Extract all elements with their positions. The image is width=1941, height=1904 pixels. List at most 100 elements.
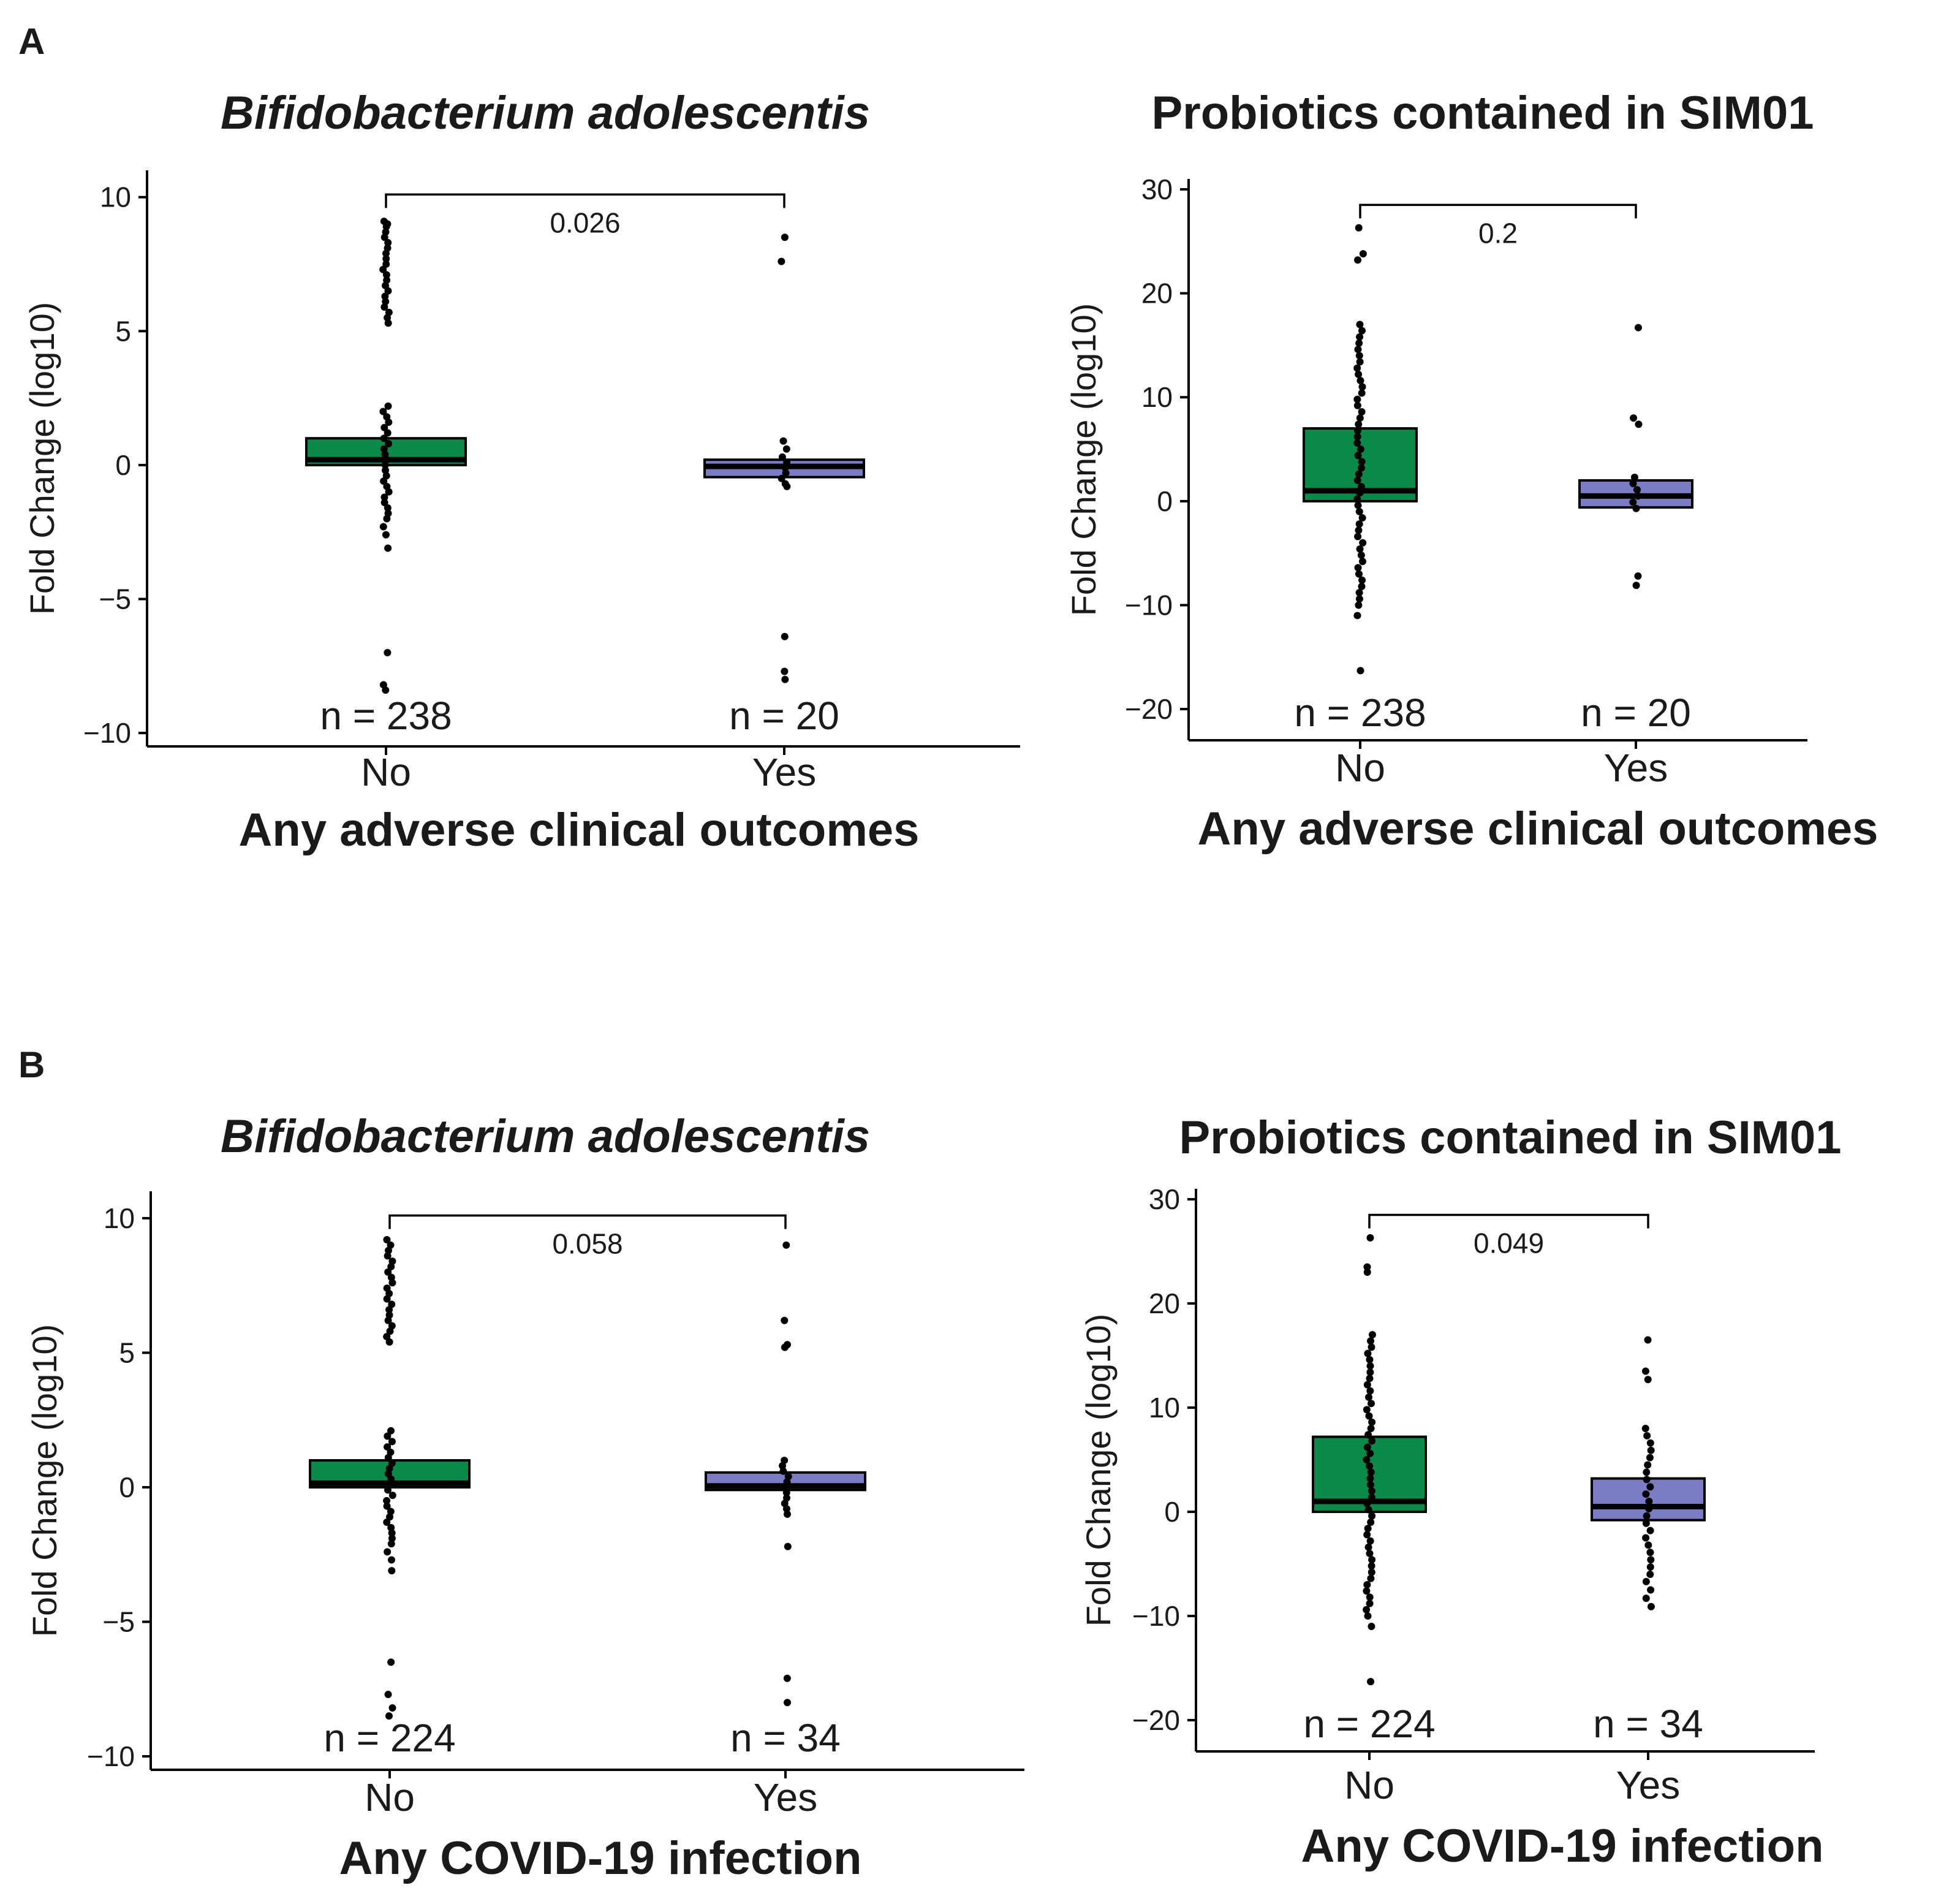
data-point	[1363, 1531, 1371, 1539]
data-point	[1366, 1537, 1374, 1545]
data-point	[386, 1327, 394, 1335]
data-point	[784, 1510, 792, 1518]
y-tick-label: 10	[100, 181, 131, 213]
data-point	[1358, 582, 1366, 590]
data-point	[1643, 1476, 1651, 1484]
data-point	[385, 1306, 393, 1314]
data-point	[1368, 1568, 1375, 1576]
x-category-label: No	[1335, 746, 1385, 790]
data-point	[388, 1492, 396, 1500]
p-value-label: 0.026	[550, 207, 620, 238]
data-point	[1368, 1556, 1376, 1564]
data-point	[1354, 452, 1362, 460]
data-point	[1357, 552, 1365, 559]
data-point	[1366, 1593, 1374, 1601]
data-point	[1355, 370, 1363, 378]
data-point	[385, 488, 393, 496]
y-tick-label: 30	[1141, 173, 1173, 205]
data-point	[387, 1540, 395, 1548]
data-point	[1363, 1606, 1371, 1614]
data-point	[1353, 612, 1361, 620]
data-point	[1646, 1527, 1654, 1534]
data-point	[1353, 395, 1361, 403]
data-point	[1359, 539, 1367, 547]
y-tick-label: −10	[83, 717, 131, 749]
chart-title: Probiotics contained in SIM01	[1151, 87, 1814, 139]
data-point	[778, 474, 785, 482]
data-point	[1632, 504, 1640, 512]
data-point	[388, 1279, 396, 1287]
data-point	[384, 1486, 392, 1494]
data-point	[1358, 514, 1366, 522]
data-point	[383, 515, 391, 523]
data-point	[1647, 1556, 1655, 1564]
data-point	[381, 292, 389, 300]
chart-title: Bifidobacterium adolescentis	[221, 1110, 870, 1163]
data-point	[784, 1542, 792, 1550]
x-category-label: Yes	[752, 750, 816, 794]
data-point	[1355, 570, 1363, 578]
data-point	[781, 632, 789, 640]
data-point	[384, 239, 392, 247]
chart-title: Probiotics contained in SIM01	[1179, 1112, 1841, 1164]
y-tick-label: 20	[1141, 278, 1173, 309]
data-point	[1364, 1349, 1372, 1357]
data-point	[782, 469, 790, 477]
data-point	[1366, 1356, 1374, 1364]
data-point	[382, 260, 390, 268]
data-point	[779, 437, 787, 445]
data-point	[384, 402, 392, 410]
data-point	[1356, 358, 1364, 366]
data-point	[1366, 1375, 1374, 1382]
data-point	[1644, 1376, 1652, 1384]
data-point	[387, 1427, 395, 1435]
y-tick-label: 5	[115, 315, 131, 347]
data-point	[1367, 1519, 1375, 1526]
data-point	[781, 667, 789, 675]
data-point	[1358, 327, 1366, 335]
data-point	[384, 504, 392, 512]
sample-count-label: n = 34	[730, 1716, 841, 1760]
data-point	[385, 1338, 393, 1346]
data-point	[1355, 470, 1363, 478]
data-point	[1632, 582, 1640, 590]
y-tick-label: 10	[1141, 381, 1173, 413]
x-axis-title: Any COVID-19 infection	[339, 1832, 862, 1884]
data-point	[1353, 364, 1361, 372]
data-point	[778, 257, 785, 265]
data-point	[1368, 1487, 1375, 1495]
y-tick-label: 0	[115, 449, 131, 481]
data-point	[380, 423, 388, 431]
data-point	[1642, 1595, 1650, 1602]
data-point	[383, 1519, 391, 1527]
data-point	[384, 1691, 392, 1699]
data-point	[1641, 1425, 1649, 1432]
data-point	[388, 1534, 396, 1542]
data-point	[387, 1556, 395, 1564]
data-point	[782, 1489, 790, 1496]
x-category-label: Yes	[1604, 746, 1668, 790]
data-point	[1367, 1337, 1375, 1345]
data-point	[1368, 1437, 1376, 1445]
data-point	[1353, 427, 1361, 434]
data-point	[1356, 320, 1364, 328]
data-point	[380, 434, 388, 442]
data-point	[1365, 1412, 1373, 1420]
data-point	[1629, 480, 1637, 488]
chart-title: Bifidobacterium adolescentis	[221, 87, 870, 139]
data-point	[783, 1674, 791, 1682]
data-point	[1354, 564, 1362, 572]
data-point	[1357, 464, 1365, 472]
data-point	[1630, 414, 1638, 422]
data-point	[782, 1241, 790, 1249]
data-point	[781, 1343, 789, 1351]
y-tick-label: −10	[87, 1740, 135, 1772]
data-point	[384, 1252, 392, 1260]
comparison-bracket	[1368, 1213, 1649, 1229]
data-point	[783, 1478, 791, 1486]
data-point	[1363, 1269, 1371, 1276]
data-point	[384, 1268, 392, 1276]
data-point	[1356, 489, 1364, 497]
data-point	[1363, 1406, 1371, 1414]
y-tick-label: 0	[119, 1471, 135, 1503]
